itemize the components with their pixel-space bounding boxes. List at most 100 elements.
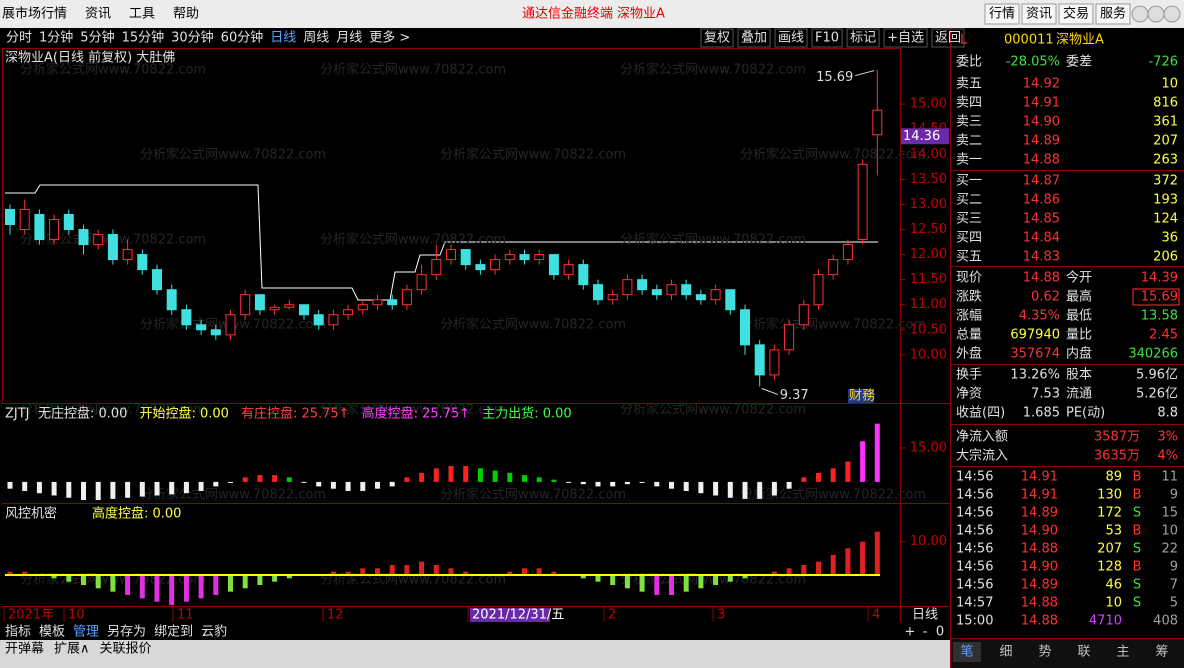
- window-control[interactable]: [1147, 5, 1165, 23]
- period-tab[interactable]: 更多 >: [369, 30, 410, 46]
- menu-item[interactable]: 资讯: [85, 7, 111, 22]
- extra-button[interactable]: 开弹幕: [5, 642, 44, 657]
- indicator-bar: [139, 575, 145, 599]
- candle-body: [519, 254, 530, 261]
- stat-value: 7.53: [1031, 387, 1060, 402]
- toolbar-button[interactable]: +自选: [887, 31, 924, 46]
- extra-button[interactable]: 关联报价: [100, 642, 152, 657]
- menu-item[interactable]: 工具: [129, 7, 155, 22]
- x-label: 3: [717, 608, 725, 623]
- indicator-tab[interactable]: 指标: [5, 625, 31, 640]
- period-tab[interactable]: 15分钟: [122, 30, 165, 46]
- candle-body: [328, 314, 339, 326]
- toolbar-button[interactable]: F10: [815, 31, 839, 46]
- menu-button[interactable]: [1058, 3, 1094, 25]
- toolbar-button[interactable]: 标记: [850, 31, 876, 46]
- book-label: 买三: [956, 212, 982, 227]
- tick-count: 9: [1170, 560, 1178, 575]
- candle-body: [593, 284, 603, 301]
- panel-tab[interactable]: 筹: [1155, 644, 1168, 660]
- book-label: 买四: [956, 231, 982, 246]
- period-tab[interactable]: 60分钟: [221, 30, 264, 46]
- panel-tab[interactable]: 主: [1116, 645, 1129, 660]
- toolbar-button-frame: [774, 28, 808, 48]
- menu-item[interactable]: 帮助: [173, 7, 199, 22]
- candle-body: [416, 274, 427, 291]
- stat-value: 2.45: [1149, 328, 1178, 343]
- panel-tab[interactable]: 联: [1077, 645, 1090, 660]
- toolbar-button-frame: [931, 28, 965, 48]
- zoom-button[interactable]: 0: [936, 625, 944, 640]
- window-control[interactable]: [1163, 5, 1181, 23]
- tick-count: 10: [1161, 524, 1178, 539]
- book-price: 14.85: [1023, 212, 1060, 227]
- panel-tab[interactable]: 笔: [960, 644, 973, 660]
- panel-tab[interactable]: 细: [999, 645, 1012, 660]
- indicator-bar: [389, 481, 395, 487]
- flow-label: 净流入额: [956, 430, 1008, 445]
- period-tab[interactable]: 30分钟: [171, 30, 214, 46]
- candle-body: [122, 249, 133, 261]
- period-tab[interactable]: 月线: [336, 31, 362, 46]
- indicator-bar: [639, 575, 645, 592]
- stat-value: 13.58: [1141, 309, 1178, 324]
- watermark: 分析家公式网www.70822.com: [440, 317, 626, 333]
- indicator-bar: [654, 481, 660, 487]
- stat-value: 13.26%: [1010, 368, 1060, 383]
- extra-button[interactable]: 扩展∧: [54, 642, 90, 657]
- indicator-tab[interactable]: 管理: [73, 625, 99, 640]
- toolbar-button[interactable]: 叠加: [741, 31, 767, 46]
- candle-body: [872, 109, 883, 136]
- tick-side: B: [1133, 488, 1142, 503]
- stock-title: 深物业A: [617, 7, 665, 22]
- indicator-bar: [742, 481, 748, 499]
- book-label: 买一: [956, 174, 982, 189]
- price-marker-label: 14.36: [903, 129, 940, 144]
- period-tab[interactable]: 5分钟: [80, 30, 114, 46]
- period-tab[interactable]: 分时: [6, 31, 32, 46]
- tick-price: 14.89: [1021, 578, 1058, 593]
- toolbar-button[interactable]: 画线: [778, 31, 804, 46]
- period-tab[interactable]: 1分钟: [39, 30, 73, 46]
- tick-volume: 46: [1105, 578, 1122, 593]
- window-control[interactable]: [1131, 5, 1149, 23]
- indicator-bar: [860, 441, 866, 482]
- period-tab[interactable]: 周线: [303, 31, 329, 46]
- candle-body: [651, 289, 662, 296]
- candle-body: [548, 254, 559, 276]
- stat-value: 0.62: [1031, 290, 1060, 305]
- zoom-button[interactable]: +: [905, 625, 916, 640]
- indicator-tab[interactable]: 云豹: [201, 625, 227, 640]
- menu-button[interactable]: [1095, 3, 1131, 25]
- indicator-bar: [874, 531, 880, 575]
- indicator-tab[interactable]: 模板: [39, 625, 65, 640]
- candle-body: [63, 213, 74, 231]
- indicator-tab[interactable]: 另存为: [107, 625, 146, 640]
- y-tick-label: 15.00: [910, 97, 947, 112]
- toolbar-button[interactable]: 复权: [704, 30, 730, 46]
- x-label: 12: [327, 608, 344, 623]
- tick-time: 14:56: [956, 542, 993, 557]
- candle-body: [210, 329, 221, 336]
- toolbar-button[interactable]: 返回: [935, 31, 961, 46]
- order-ratio: 委差: [1066, 55, 1092, 70]
- candle-body: [357, 304, 368, 311]
- indicator-bar: [183, 575, 189, 602]
- tick-time: 14:56: [956, 560, 993, 575]
- indicator-tab[interactable]: 绑定到: [154, 625, 193, 640]
- menu-button[interactable]: [1021, 3, 1057, 25]
- zoom-button[interactable]: -: [923, 625, 928, 640]
- tabs-bar: [951, 639, 1184, 668]
- menu-button[interactable]: [984, 3, 1020, 25]
- book-volume: 124: [1153, 212, 1178, 227]
- candle-body: [710, 289, 721, 301]
- period-tab[interactable]: 日线: [270, 31, 296, 46]
- book-price: 14.91: [1023, 96, 1060, 111]
- candle-body: [534, 254, 545, 261]
- indicator-bar: [330, 481, 336, 489]
- candle-body: [431, 259, 442, 276]
- panel-tab[interactable]: 势: [1038, 644, 1051, 660]
- indicator-bar: [375, 481, 380, 489]
- menu-item[interactable]: 展市场行情: [2, 6, 67, 22]
